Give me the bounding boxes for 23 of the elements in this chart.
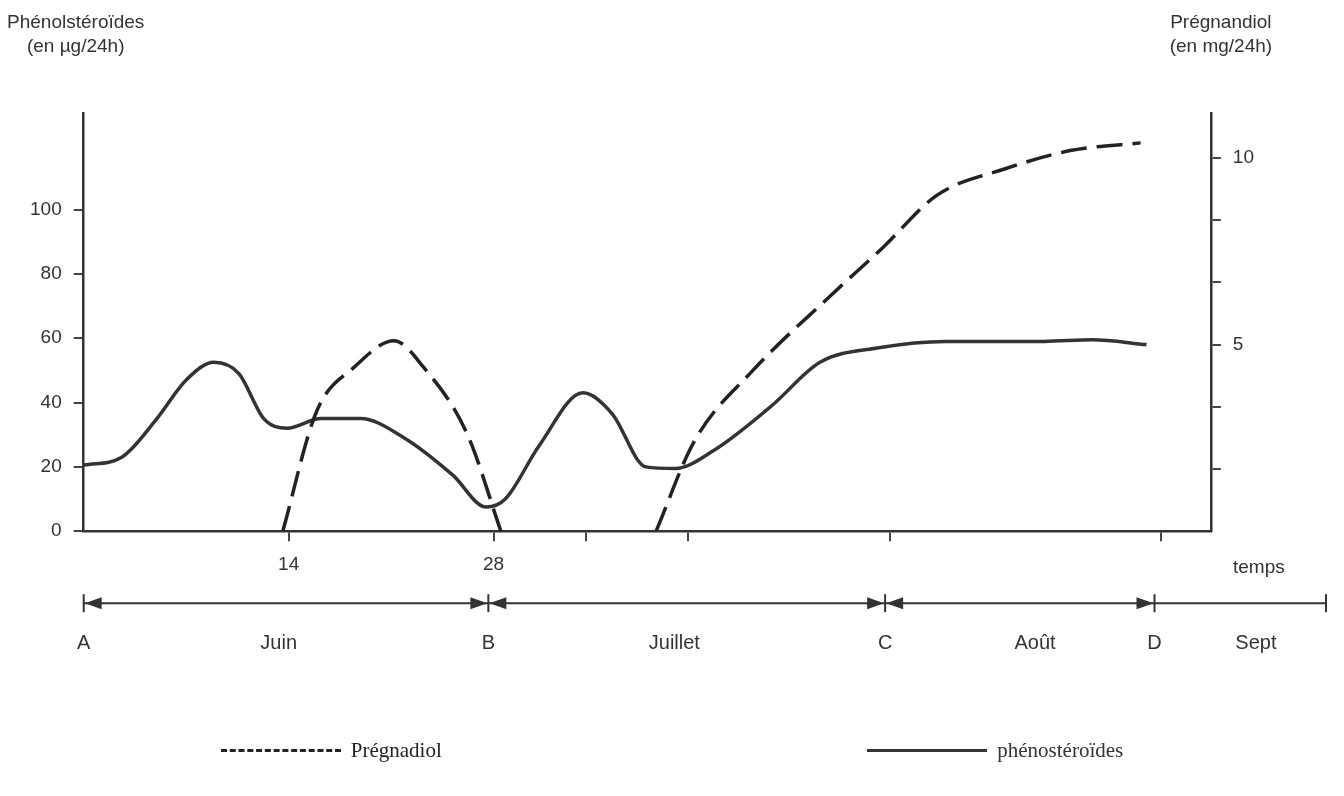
text: Août — [1014, 631, 1057, 654]
x-tick-label: 28 — [483, 552, 505, 574]
x-tick-label: 14 — [278, 552, 300, 574]
text: Sept — [1235, 631, 1277, 654]
y-tick-label: 80 — [40, 262, 62, 284]
y-tick-label: 20 — [40, 455, 62, 477]
y-tick-label: 0 — [51, 519, 62, 541]
text: C — [877, 631, 893, 654]
y-tick-label: 40 — [40, 390, 62, 412]
text: Juillet — [648, 631, 701, 654]
y-tick-label: 60 — [40, 326, 62, 348]
text: D — [1147, 631, 1162, 654]
text: A — [77, 631, 92, 654]
text: Prégnadiol — [350, 738, 442, 763]
text: Juin — [260, 631, 298, 654]
y-tick-label: 100 — [30, 197, 62, 219]
y2-axis-title: Prégnandiol (en mg/24h) — [1169, 11, 1273, 56]
text: phénostéroïdes — [997, 738, 1124, 763]
y2-tick-label: 10 — [1232, 146, 1255, 168]
text: B — [481, 631, 496, 654]
x-axis-title: temps — [1232, 556, 1285, 578]
y2-tick-label: 5 — [1232, 332, 1244, 354]
y-axis-title: Phénolstéroïdes (en µg/24h) — [7, 11, 145, 56]
